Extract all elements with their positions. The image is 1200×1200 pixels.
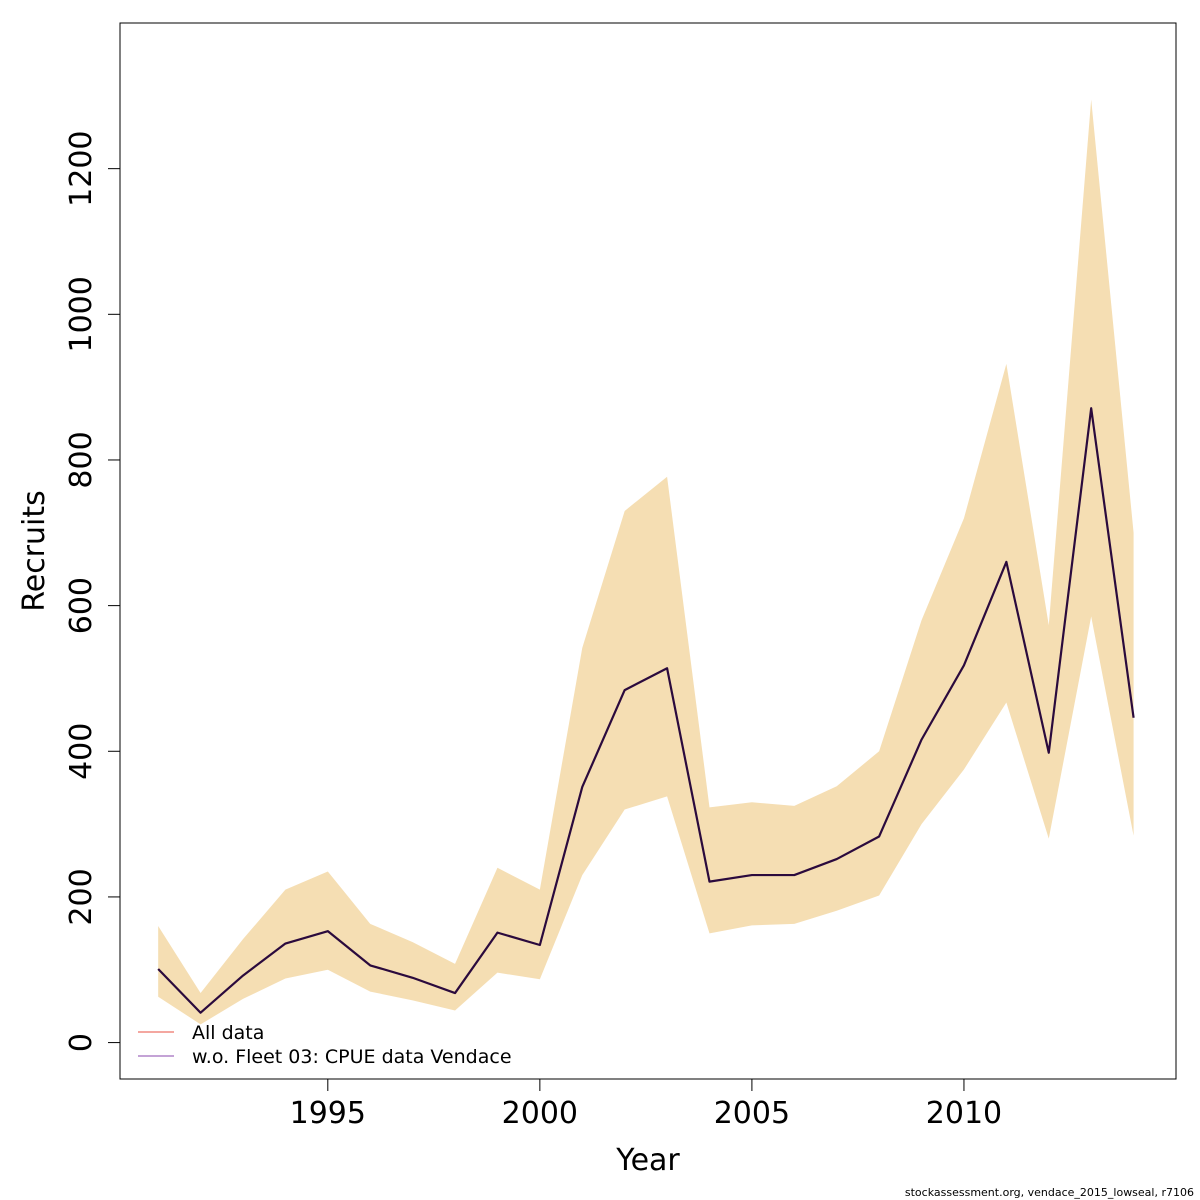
y-tick-label: 400 — [64, 723, 99, 780]
y-tick-label: 1200 — [64, 130, 99, 206]
x-tick-label: 2000 — [502, 1096, 578, 1131]
legend-label: All data — [192, 1022, 264, 1044]
x-axis: 1995 2000 2005 2010 — [290, 1078, 1002, 1131]
confidence-band — [158, 99, 1134, 1025]
series-line-0 — [157, 407, 1135, 1014]
confidence-band-layer — [158, 99, 1134, 1025]
x-tick-label: 2005 — [714, 1096, 790, 1131]
x-tick-label: 1995 — [290, 1096, 366, 1131]
y-axis-title: Recruits — [17, 490, 52, 612]
y-tick-label: 0 — [64, 1033, 99, 1052]
x-tick-label: 2010 — [926, 1096, 1002, 1131]
y-tick-label: 200 — [64, 868, 99, 925]
x-axis-title: Year — [615, 1143, 680, 1178]
footnote: stockassessment.org, vendace_2015_lowsea… — [905, 1186, 1194, 1199]
legend-label: w.o. Fleet 03: CPUE data Vendace — [192, 1046, 512, 1068]
y-tick-label: 800 — [64, 431, 99, 488]
series-layer — [157, 407, 1135, 1014]
y-axis: 0 200 400 600 800 1000 1200 — [64, 130, 121, 1052]
y-tick-label: 600 — [64, 577, 99, 634]
y-tick-label: 1000 — [64, 276, 99, 352]
